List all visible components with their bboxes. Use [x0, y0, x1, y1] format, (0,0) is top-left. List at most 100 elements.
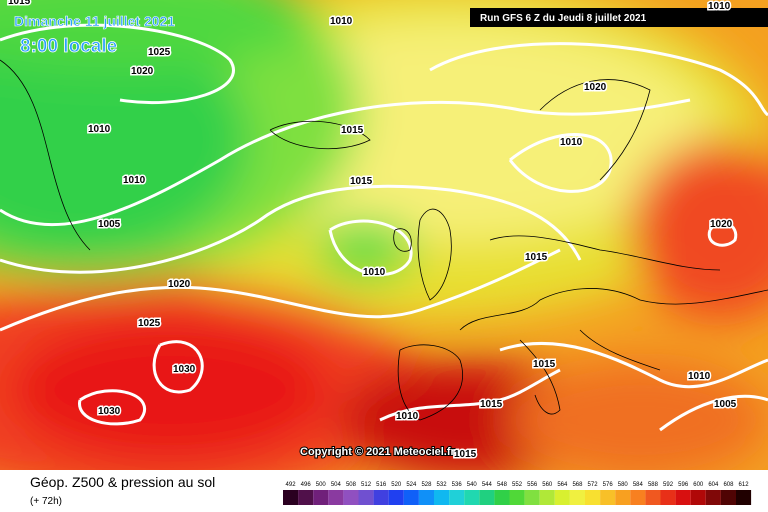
isobar-label: 1015 [341, 125, 364, 136]
isobar-labels: 1010 1025 1020 1010 1010 1005 1015 1015 1010 1020… [7, 0, 739, 462]
scale-label: 528 [421, 482, 432, 488]
scale-label: 556 [527, 482, 538, 488]
scale-swatch [494, 490, 510, 505]
scale-label: 548 [497, 482, 508, 488]
scale-swatch [720, 490, 736, 505]
isobar-label: 1015 [454, 449, 477, 460]
scale-swatch [554, 490, 570, 505]
scale-swatch [388, 490, 404, 505]
scale-swatch [600, 490, 616, 505]
color-scale: 492 496 500 504 508 512 516 520 524 528 532 536 540 5… [283, 482, 752, 505]
isobar-label: 1010 [330, 16, 353, 27]
coastlines [0, 59, 768, 421]
scale-swatch [298, 490, 314, 505]
scale-label: 500 [316, 482, 327, 488]
scale-label: 520 [391, 482, 402, 488]
forecast-date: Dimanche 11 juillet 2021 [14, 13, 175, 29]
scale-swatch [418, 490, 434, 505]
isobar-label: 1030 [98, 406, 121, 417]
scale-swatch [403, 490, 419, 505]
scale-label: 504 [331, 482, 342, 488]
scale-label: 612 [739, 482, 750, 488]
isobar-label: 1015 [8, 0, 31, 7]
scale-swatch [736, 490, 752, 505]
isobar-label: 1010 [688, 371, 711, 382]
isobar-label: 1010 [560, 137, 583, 148]
isobar-label: 1010 [88, 124, 111, 135]
scale-label: 508 [346, 482, 357, 488]
scale-label: 524 [406, 482, 417, 488]
scale-swatch [705, 490, 721, 505]
scale-label: 512 [361, 482, 372, 488]
isobar-label: 1020 [168, 279, 191, 290]
map-field [0, 0, 768, 470]
scale-swatch [343, 490, 359, 505]
scale-swatch [373, 490, 389, 505]
scale-label: 604 [708, 482, 719, 488]
isobar-label: 1025 [148, 47, 171, 58]
run-box [470, 8, 768, 27]
scale-label: 592 [663, 482, 674, 488]
isobar-label: 1015 [480, 399, 503, 410]
scale-swatch [524, 490, 540, 505]
scale-swatch [313, 490, 329, 505]
scale-swatch [283, 490, 299, 505]
isobar-label: 1010 [708, 1, 731, 12]
scale-swatch [358, 490, 374, 505]
scale-label: 576 [603, 482, 614, 488]
scale-label: 584 [633, 482, 644, 488]
isobars [0, 23, 768, 432]
copyright: Copyright © 2021 Meteociel.fr [300, 446, 456, 458]
scale-label: 552 [512, 482, 523, 488]
scale-swatch [569, 490, 585, 505]
scale-swatch [615, 490, 631, 505]
isobar-label: 1010 [363, 267, 386, 278]
scale-label: 496 [301, 482, 312, 488]
scale-swatch [645, 490, 661, 505]
scale-label: 560 [542, 482, 553, 488]
forecast-time: 8:00 locale [20, 36, 117, 57]
scale-label: 540 [467, 482, 478, 488]
scale-label: 516 [376, 482, 387, 488]
scale-swatch [479, 490, 495, 505]
isobar-label: 1015 [525, 252, 548, 263]
scale-label: 608 [723, 482, 734, 488]
isobar-label: 1020 [710, 219, 733, 230]
scale-label: 572 [588, 482, 599, 488]
scale-label: 544 [482, 482, 493, 488]
isobar-label: 1005 [98, 219, 121, 230]
scale-swatch [464, 490, 480, 505]
scale-label: 580 [618, 482, 629, 488]
scale-label: 600 [693, 482, 704, 488]
scale-swatch [585, 490, 601, 505]
field-shading [0, 0, 768, 470]
footer-title: Géop. Z500 & pression au sol [30, 474, 215, 490]
scale-swatch [660, 490, 676, 505]
scale-label: 492 [286, 482, 297, 488]
isobar-label: 1005 [714, 399, 737, 410]
isobar-label: 1015 [533, 359, 556, 370]
run-info: Run GFS 6 Z du Jeudi 8 juillet 2021 [480, 13, 647, 24]
scale-swatch [434, 490, 450, 505]
scale-label: 536 [452, 482, 463, 488]
scale-swatch [449, 490, 465, 505]
isobar-label: 1025 [138, 318, 161, 329]
scale-label: 568 [572, 482, 583, 488]
scale-label: 564 [557, 482, 568, 488]
isobar-label: 1010 [396, 411, 419, 422]
isobar-label: 1010 [123, 175, 146, 186]
footer-lead: (+ 72h) [30, 496, 62, 507]
scale-label: 532 [437, 482, 448, 488]
scale-swatch [630, 490, 646, 505]
isobar-label: 1015 [350, 176, 373, 187]
scale-swatch [675, 490, 691, 505]
scale-swatch [509, 490, 525, 505]
scale-swatch [539, 490, 555, 505]
isobar-label: 1020 [584, 82, 607, 93]
scale-swatch [690, 490, 706, 505]
isobar-label: 1020 [131, 66, 154, 77]
scale-label: 596 [678, 482, 689, 488]
scale-label: 588 [648, 482, 659, 488]
